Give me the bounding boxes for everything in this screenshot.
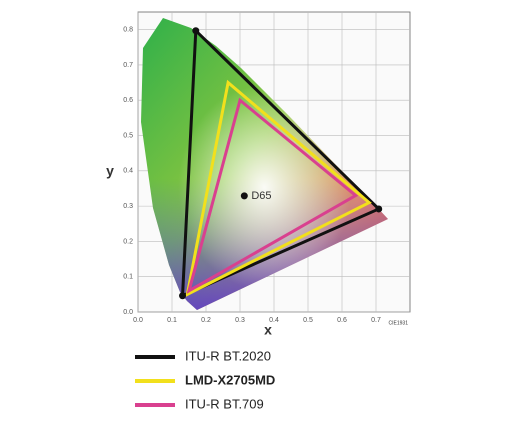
white-point-label: D65 (251, 190, 271, 202)
legend-label: LMD-X2705MD (185, 372, 275, 387)
y-tick-label: 0.6 (123, 97, 133, 104)
gamut-triangle (185, 79, 372, 298)
x-tick-label: 0.0 (133, 317, 143, 324)
y-axis-label: y (106, 163, 114, 179)
y-tick-label: 0.0 (123, 309, 133, 316)
y-tick-label: 0.1 (123, 274, 133, 281)
x-tick-label: 0.2 (201, 317, 211, 324)
y-tick-label: 0.8 (123, 26, 133, 33)
legend: ITU-R BT.2020 LMD-X2705MD ITU-R BT.709 (135, 348, 275, 411)
vertex-marker (375, 205, 383, 213)
vertex-marker (192, 27, 200, 35)
x-tick-label: 0.3 (235, 317, 245, 324)
y-tick-label: 0.7 (123, 62, 133, 69)
gamut-triangle (186, 97, 359, 294)
y-tick-label: 0.4 (123, 168, 133, 175)
gamut-triangle (180, 27, 382, 299)
x-tick-label: 0.6 (337, 317, 347, 324)
y-tick-label: 0.2 (123, 238, 133, 245)
legend-label: ITU-R BT.2020 (185, 348, 271, 363)
white-point (240, 192, 248, 200)
footnote: CIE1931 (389, 320, 409, 326)
x-axis-label: x (264, 322, 272, 338)
x-tick-label: 0.4 (269, 317, 279, 324)
legend-label: ITU-R BT.709 (185, 396, 264, 411)
vertex-marker (179, 292, 187, 300)
x-tick-label: 0.1 (167, 317, 177, 324)
x-tick-label: 0.5 (303, 317, 313, 324)
x-tick-label: 0.7 (371, 317, 381, 324)
y-tick-label: 0.5 (123, 132, 133, 139)
y-tick-label: 0.3 (123, 203, 133, 210)
